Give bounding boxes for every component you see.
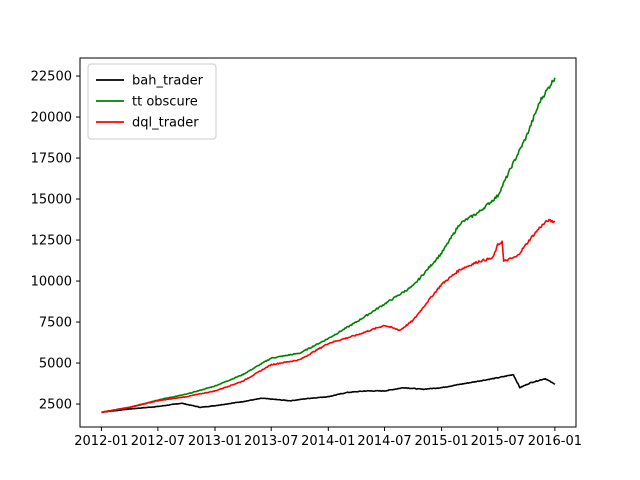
y-tick-label: 7500 [39,316,72,331]
y-tick-label: 2500 [39,398,72,413]
x-axis: 2012-01 2012-07 2013-01 2013-07 2014-01 2014-… [74,427,582,449]
legend-label: tt obscure [132,95,198,110]
x-tick-label: 2015-01 [414,434,468,449]
x-tick-label: 2014-07 [357,434,411,449]
series-line-tt-obscure [101,77,556,414]
y-tick-label: 20000 [31,111,72,126]
series-line-bah-trader [101,373,556,414]
series-layer [101,77,556,414]
x-tick-label: 2012-01 [74,434,128,449]
y-tick-label: 12500 [31,234,72,249]
legend-label: dql_trader [132,116,199,131]
x-tick-label: 2013-07 [244,434,298,449]
legend-label: bah_trader [132,74,204,89]
legend-box [87,63,217,140]
y-tick-label: 10000 [31,275,72,290]
x-tick-label: 2013-01 [188,434,242,449]
y-axis: 2500 5000 7500 10000 12500 15000 17500 20000 225… [31,70,80,413]
y-tick-label: 15000 [31,193,72,208]
x-tick-label: 2015-07 [471,434,525,449]
series-line-dql-trader [101,218,556,414]
x-tick-label: 2014-01 [301,434,355,449]
y-tick-label: 5000 [39,357,72,372]
x-tick-label: 2012-07 [131,434,185,449]
y-tick-label: 17500 [31,152,72,167]
y-tick-label: 22500 [31,70,72,85]
x-tick-label: 2016-01 [528,434,582,449]
